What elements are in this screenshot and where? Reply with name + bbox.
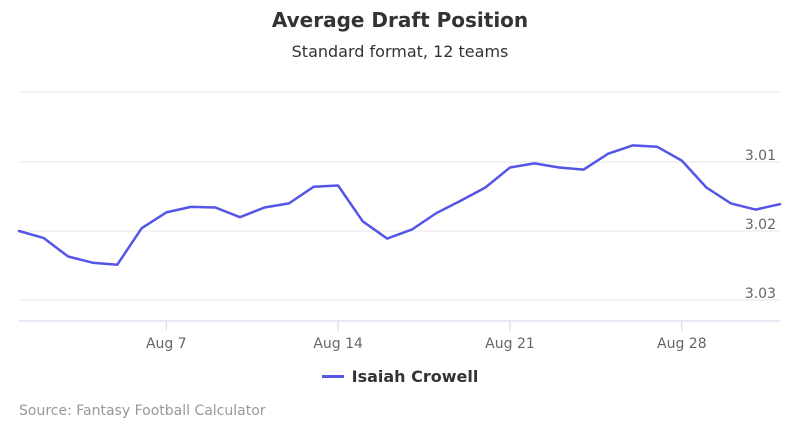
data-point[interactable] (162, 208, 170, 216)
data-point[interactable] (629, 141, 637, 149)
data-point[interactable] (64, 253, 72, 261)
data-point[interactable] (432, 209, 440, 217)
data-point[interactable] (138, 224, 146, 232)
data-point[interactable] (506, 164, 514, 172)
legend-swatch (321, 375, 344, 378)
data-point[interactable] (383, 235, 391, 243)
data-point[interactable] (457, 197, 465, 205)
data-point[interactable] (260, 204, 268, 212)
data-point[interactable] (359, 217, 367, 225)
chart-subtitle: Standard format, 12 teams (291, 42, 509, 61)
data-point[interactable] (15, 227, 23, 235)
data-point[interactable] (653, 143, 661, 151)
y-tick-label: 3.03 (745, 286, 776, 302)
data-point[interactable] (408, 226, 416, 234)
x-tick-label: Aug 14 (313, 336, 363, 352)
data-point[interactable] (678, 157, 686, 165)
data-point[interactable] (776, 200, 784, 208)
data-point[interactable] (113, 261, 121, 269)
grid-lines (19, 91, 780, 301)
legend[interactable]: Isaiah Crowell (0, 367, 800, 386)
chart-title: Average Draft Position (271, 8, 529, 32)
data-point[interactable] (604, 150, 612, 158)
x-tick-label: Aug 7 (146, 336, 187, 352)
x-tick-label: Aug 21 (485, 336, 535, 352)
data-point[interactable] (187, 203, 195, 211)
data-point[interactable] (727, 199, 735, 207)
y-tick-label: 3.01 (745, 148, 776, 164)
data-point[interactable] (40, 234, 48, 242)
data-point[interactable] (580, 166, 588, 174)
data-point[interactable] (702, 184, 710, 192)
data-point[interactable] (481, 184, 489, 192)
source-credit: Source: Fantasy Football Calculator (19, 403, 266, 419)
data-point[interactable] (89, 259, 97, 267)
data-point[interactable] (236, 213, 244, 221)
data-point[interactable] (310, 183, 318, 191)
series-layer (15, 141, 784, 269)
data-point[interactable] (285, 199, 293, 207)
data-point[interactable] (555, 164, 563, 172)
data-point[interactable] (211, 204, 219, 212)
x-tick-label: Aug 28 (657, 336, 707, 352)
data-point[interactable] (531, 159, 539, 167)
y-axis-ticks: 3.01 3.02 3.03 (745, 148, 776, 302)
data-point[interactable] (334, 181, 342, 189)
series-line-isaiah-crowell[interactable] (17, 144, 782, 267)
x-axis-ticks: Aug 7 Aug 14 Aug 21 Aug 28 (146, 321, 707, 352)
legend-label: Isaiah Crowell (351, 367, 479, 386)
data-point[interactable] (751, 206, 759, 214)
y-tick-label: 3.02 (745, 217, 776, 233)
